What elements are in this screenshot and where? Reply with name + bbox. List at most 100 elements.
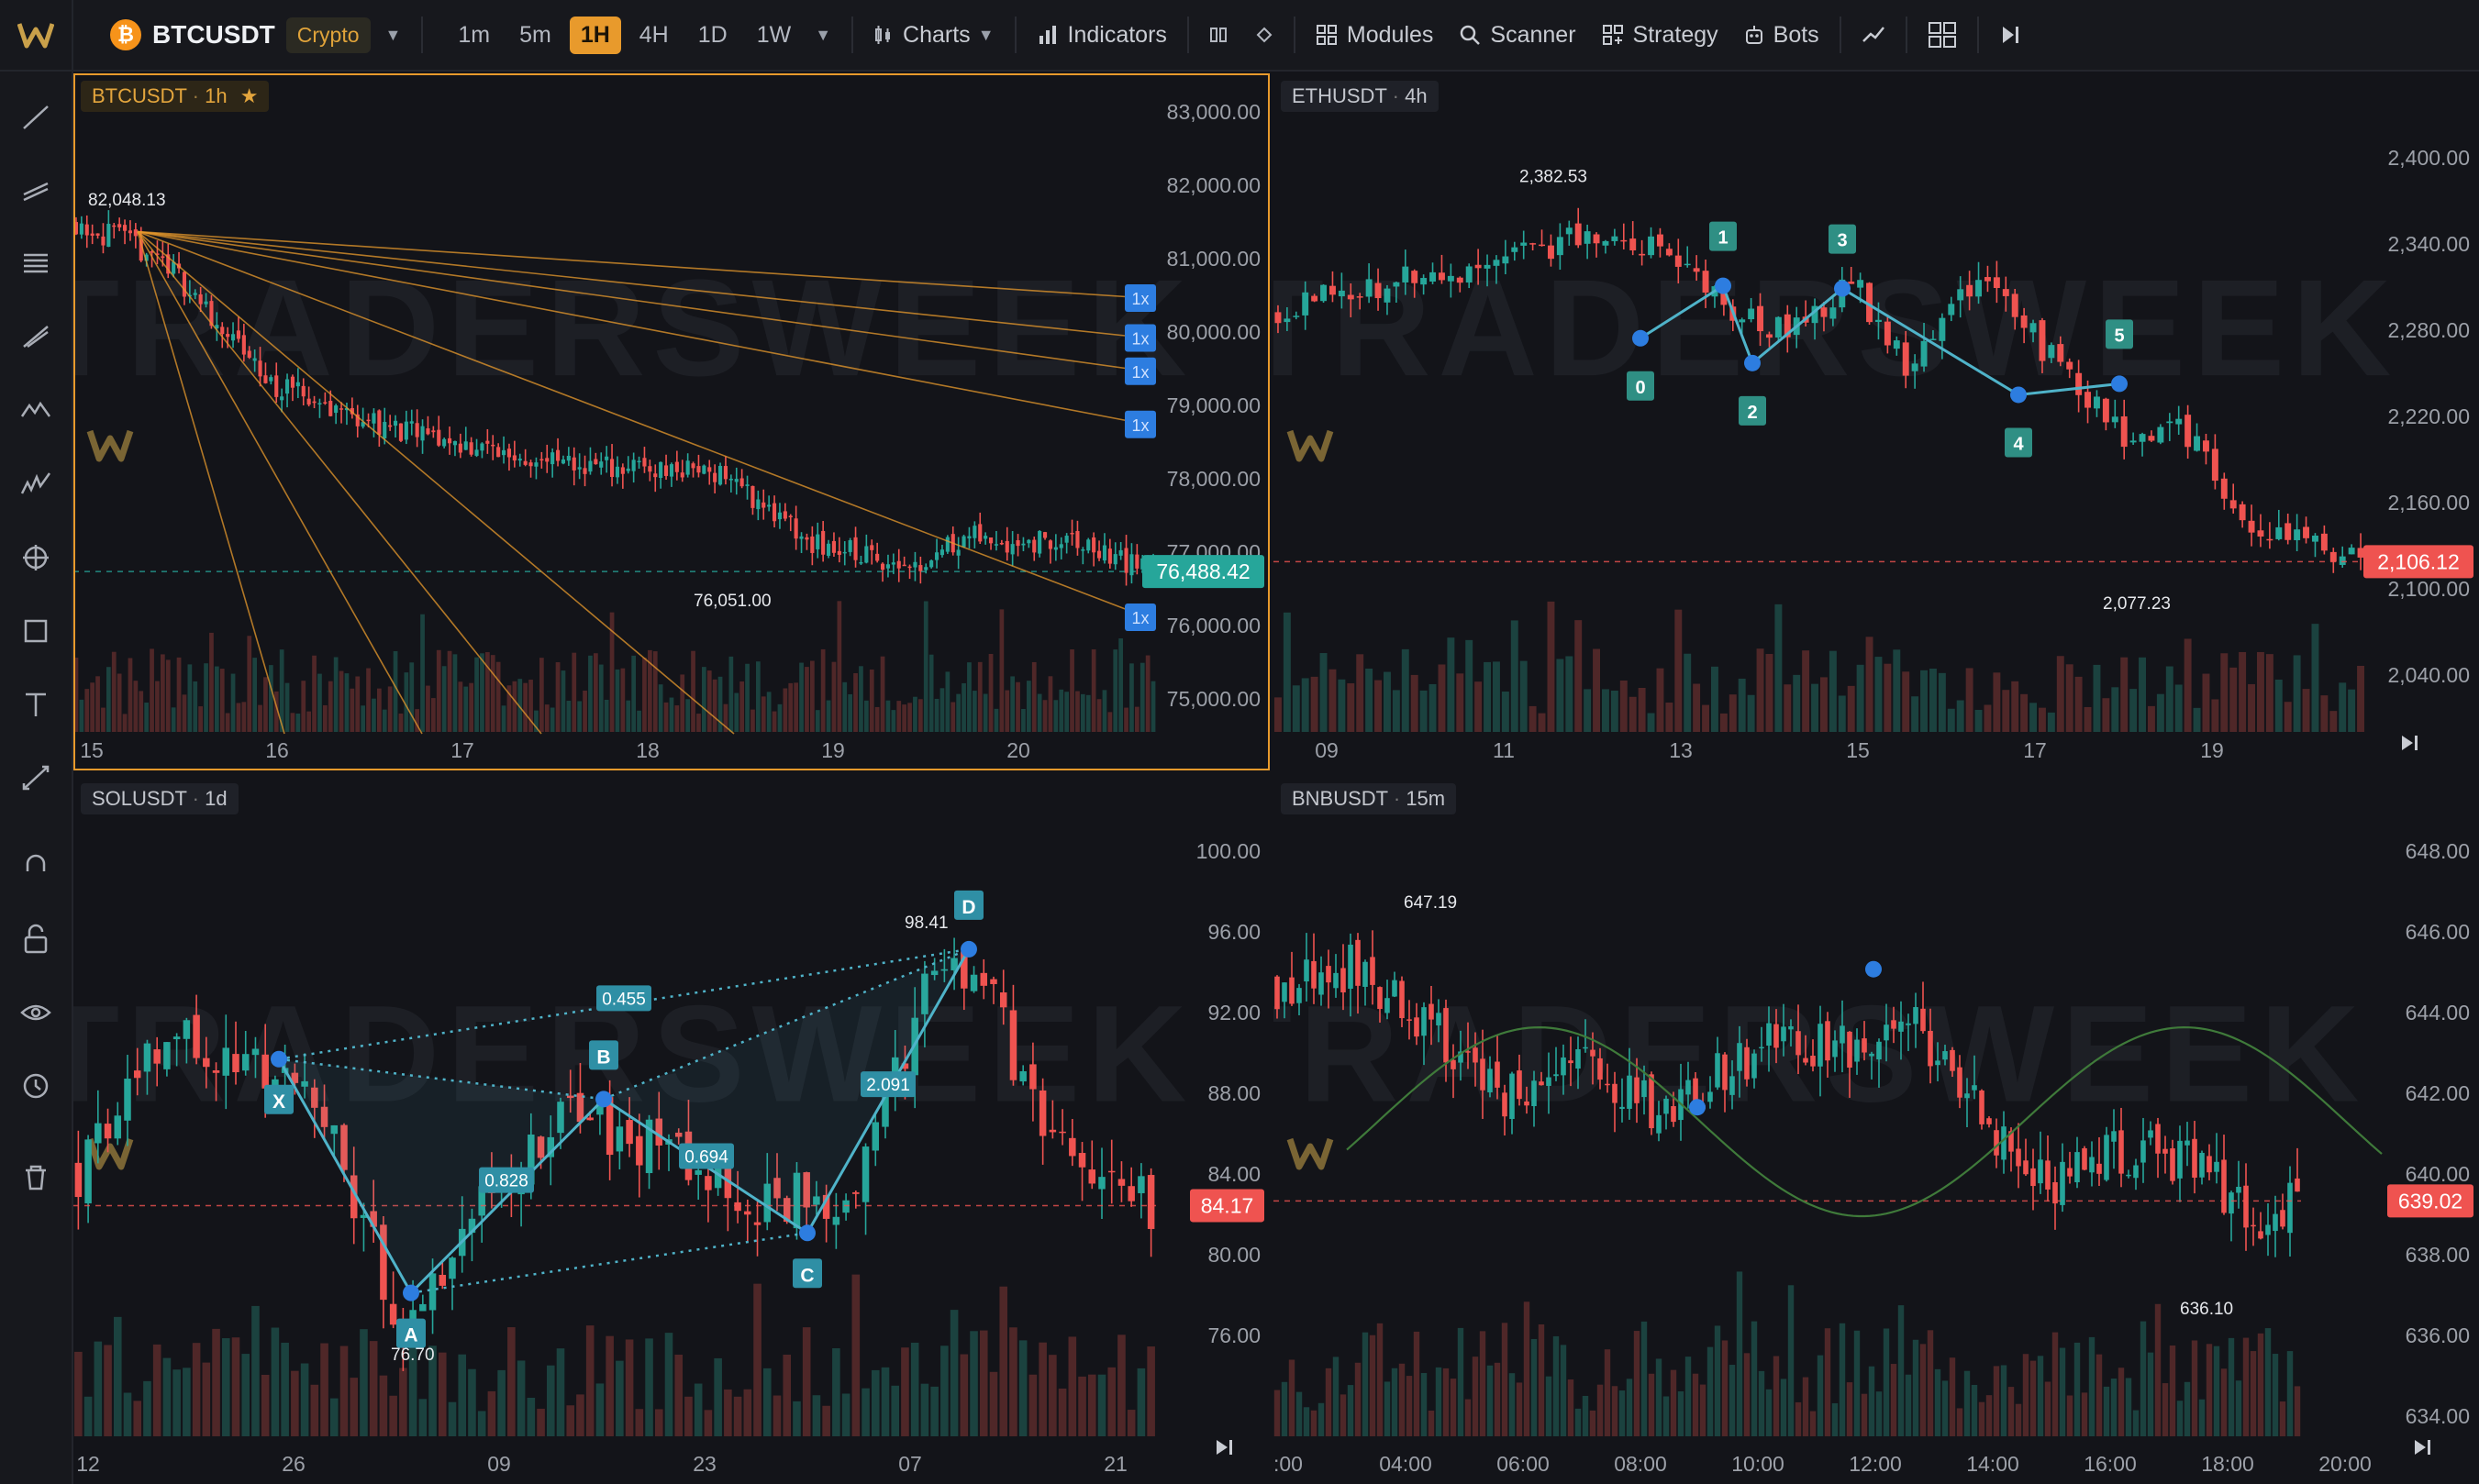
pattern-icon[interactable]	[20, 401, 51, 417]
candle	[2257, 530, 2264, 537]
layout-button[interactable]	[1915, 0, 1970, 70]
pane-title[interactable]: BTCUSDT · 1h ★	[81, 81, 270, 112]
scroll-to-latest-icon[interactable]	[1217, 1440, 1228, 1455]
fan-line	[137, 230, 542, 735]
charts-menu[interactable]: Charts ▼	[861, 0, 1006, 70]
wave-point[interactable]	[1744, 354, 1761, 371]
volume-bar	[1738, 678, 1746, 732]
pattern-point[interactable]	[961, 940, 977, 958]
pane-title[interactable]: ETHUSDT · 4h	[1281, 81, 1439, 112]
candle	[2211, 449, 2218, 482]
fan-ratio-tag[interactable]	[1125, 604, 1156, 631]
volume-bar	[977, 661, 983, 732]
pane-title[interactable]: BNBUSDT · 15m	[1281, 783, 1457, 814]
volume-bar	[1464, 1399, 1472, 1436]
candle	[1059, 544, 1063, 548]
chart-pane-bnbusdt[interactable]: TRADERSWEEK 648.00 646.00 644.00 642.00 640.0…	[1273, 776, 2479, 1484]
clock-icon[interactable]	[23, 1073, 49, 1099]
chart-pane-ethusdt[interactable]: TRADERSWEEK 2,400.00 2,340.00 2,280.00 2,220…	[1273, 73, 2479, 770]
star-icon[interactable]: ★	[239, 84, 259, 107]
candle	[663, 465, 669, 476]
rectangle-icon[interactable]	[24, 619, 48, 643]
volume-bar	[300, 1363, 309, 1436]
measure-icon[interactable]	[22, 765, 50, 791]
indicators-button[interactable]: Indicators	[1024, 0, 1180, 70]
y-axis-tick: 2,100.00	[2387, 577, 2470, 601]
volume-bar	[626, 700, 631, 732]
lock-icon[interactable]	[24, 936, 48, 954]
magnet-icon[interactable]	[26, 854, 46, 871]
volume-bar	[317, 673, 322, 732]
timeframe-1m[interactable]: 1m	[458, 21, 491, 48]
compare-button[interactable]	[1196, 0, 1242, 70]
volume-bar	[1811, 683, 1819, 732]
pattern-point[interactable]	[271, 1050, 287, 1068]
elliott-icon[interactable]	[20, 472, 51, 494]
scroll-to-latest-icon[interactable]	[1229, 1440, 1232, 1455]
candle	[1429, 271, 1437, 282]
volume-bar	[967, 662, 972, 732]
pattern-point[interactable]	[403, 1284, 419, 1301]
timeframe-1h[interactable]: 1H	[569, 16, 621, 54]
symbol-selector[interactable]: ₿ BTCUSDT Crypto ▼	[73, 0, 414, 70]
fan-ratio-tag[interactable]	[1125, 324, 1156, 352]
scroll-to-latest-icon[interactable]	[2415, 1440, 2426, 1455]
strategy-button[interactable]: Strategy	[1589, 0, 1731, 70]
pane-title[interactable]: SOLUSDT · 1d	[81, 783, 239, 814]
volume-bar	[221, 1338, 230, 1436]
candle	[1078, 1153, 1086, 1168]
parallel-channel-icon[interactable]	[23, 187, 49, 202]
modules-button[interactable]: Modules	[1303, 0, 1447, 70]
cycle-anchor-point[interactable]	[1689, 1099, 1706, 1116]
timeframe-1w[interactable]: 1W	[756, 21, 792, 48]
timeframe-1d[interactable]: 1D	[697, 21, 728, 48]
trash-icon[interactable]	[26, 1165, 46, 1191]
timeframe-4h[interactable]: 4H	[639, 21, 669, 48]
volume-bar	[2220, 653, 2229, 732]
volume-bar	[1059, 689, 1064, 732]
chevron-down-icon[interactable]: ▼	[384, 25, 402, 44]
candle	[990, 979, 997, 984]
timeframe-5m[interactable]: 5m	[519, 21, 551, 48]
text-icon[interactable]	[26, 692, 46, 716]
line-tool-button[interactable]	[1849, 0, 1898, 70]
volume-bar	[1706, 1346, 1714, 1436]
volume-bar	[1295, 1391, 1303, 1436]
parallel-channel-icon[interactable]	[23, 182, 49, 196]
wave-point[interactable]	[1715, 277, 1731, 294]
cycle-anchor-point[interactable]	[1865, 960, 1882, 978]
fan-ratio-tag[interactable]	[1125, 410, 1156, 438]
chart-pane-solusdt[interactable]: TRADERSWEEK 100.00 96.00 92.00 88.00 84.00 80.…	[73, 776, 1270, 1484]
trendline-icon[interactable]	[23, 105, 49, 129]
bots-button[interactable]: Bots	[1731, 0, 1832, 70]
alert-button[interactable]	[1242, 0, 1286, 70]
crosshair-target-icon[interactable]	[23, 545, 49, 570]
pattern-point[interactable]	[595, 1091, 612, 1108]
lock-icon[interactable]	[28, 924, 44, 937]
timeframe-more-icon[interactable]: ▼	[815, 25, 832, 44]
wave-point[interactable]	[1632, 329, 1649, 347]
eye-icon[interactable]	[30, 1007, 41, 1018]
app-logo[interactable]	[0, 0, 73, 70]
scroll-to-latest-icon[interactable]	[2402, 736, 2413, 750]
fan-ratio-tag[interactable]	[1125, 284, 1156, 312]
eye-icon[interactable]	[20, 1004, 51, 1021]
scanner-button[interactable]: Scanner	[1446, 0, 1588, 70]
scroll-to-latest-icon[interactable]	[2415, 736, 2418, 750]
replay-button[interactable]	[1986, 0, 2034, 70]
brush-icon[interactable]	[23, 326, 49, 349]
fan-ratio-tag[interactable]	[1125, 357, 1156, 385]
wave-point[interactable]	[1834, 280, 1851, 297]
chart-pane-btcusdt[interactable]: TRADERSWEEK 83,000.00 82,000.00 81,000.00 80…	[73, 73, 1270, 770]
wave-point[interactable]	[2010, 386, 2027, 404]
pattern-point[interactable]	[799, 1224, 816, 1242]
clock-icon[interactable]	[34, 1080, 41, 1091]
volume-bar	[534, 710, 539, 732]
volume-bar	[1574, 1408, 1582, 1436]
volume-bar	[1048, 676, 1053, 732]
x-axis-tick: 18:00	[2201, 1452, 2254, 1476]
volume-bar	[328, 681, 333, 732]
candle	[1374, 282, 1382, 299]
wave-point[interactable]	[2111, 375, 2128, 393]
scroll-to-latest-icon[interactable]	[2428, 1440, 2430, 1455]
